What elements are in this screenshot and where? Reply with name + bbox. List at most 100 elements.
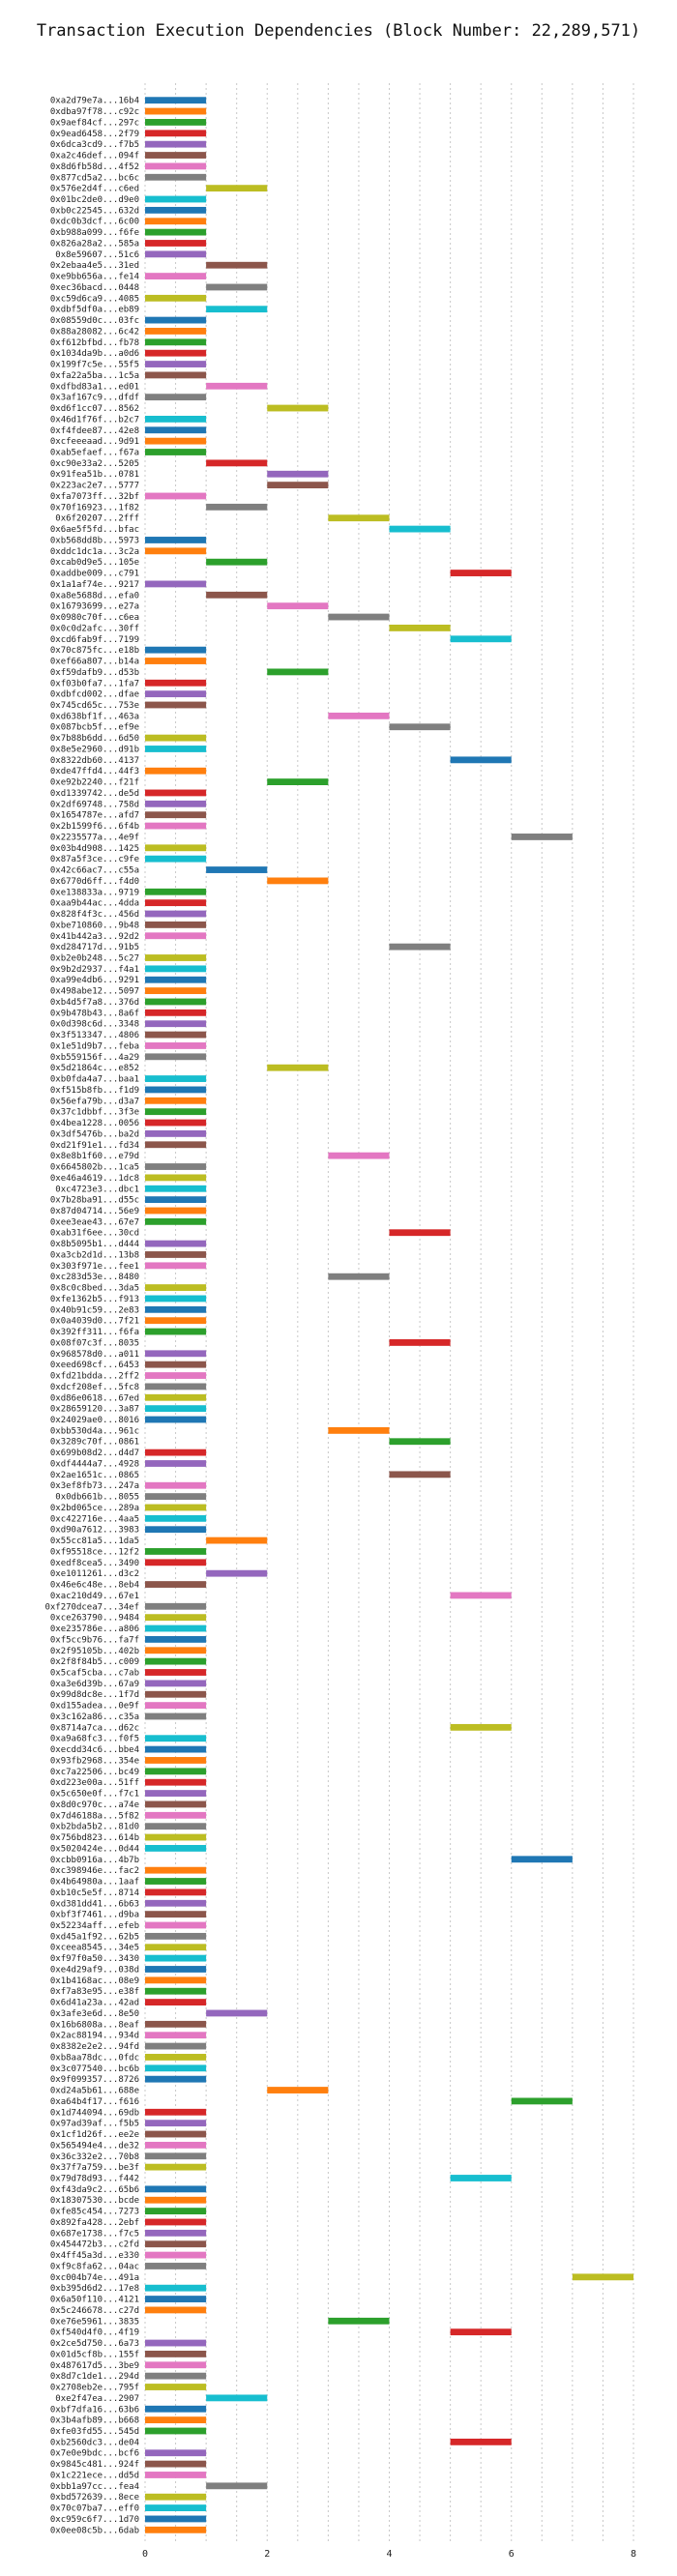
transaction-bar — [145, 361, 207, 367]
transaction-label: 0xb0c22545...632d — [50, 206, 139, 216]
transaction-label: 0xa2c46def...094f — [50, 152, 139, 161]
transaction-label: 0xcab0d9e5...105e — [50, 558, 139, 568]
transaction-label: 0xc004b74e...491a — [50, 2273, 139, 2283]
transaction-label: 0xd223e00a...51ff — [50, 1778, 139, 1788]
transaction-label: 0x2df69748...758d — [50, 800, 139, 809]
transaction-label: 0x52234aff...efeb — [50, 1921, 139, 1931]
transaction-label: 0x877cd5a2...bc6c — [50, 173, 139, 183]
transaction-label: 0xa3cb2d1d...13b8 — [50, 1250, 139, 1260]
transaction-bar — [145, 294, 207, 302]
transaction-bar — [145, 954, 207, 961]
transaction-label: 0xdba97f78...c92c — [50, 107, 139, 117]
transaction-bar — [145, 998, 207, 1006]
transaction-bar — [145, 2460, 207, 2468]
transaction-bar — [145, 1757, 207, 1764]
transaction-label: 0x0d398c6d...3348 — [50, 1020, 139, 1030]
transaction-label: 0xd284717d...91b5 — [50, 943, 139, 952]
transaction-bar — [145, 1976, 207, 1984]
transaction-label: 0xc398946e...fac2 — [50, 1866, 139, 1876]
transaction-bar — [145, 811, 207, 819]
transaction-label: 0xe46a4619...1dc8 — [50, 1174, 139, 1184]
transaction-bar — [145, 1086, 207, 1094]
transaction-bar — [145, 426, 207, 434]
transaction-bar — [267, 404, 329, 412]
x-tick-label: 6 — [509, 2549, 515, 2560]
transaction-bar — [145, 2196, 207, 2204]
transaction-label: 0x6ae5f5fd...bfac — [50, 525, 139, 535]
transaction-bar — [267, 1064, 329, 1071]
transaction-label: 0x42c66ac7...c55a — [50, 866, 139, 876]
transaction-label: 0xf03b0fa7...1fa7 — [50, 679, 139, 688]
transaction-bar — [145, 1745, 207, 1753]
transaction-label: 0x3afe3e6d...8e50 — [50, 2009, 139, 2019]
transaction-label: 0xce263790...9484 — [50, 1614, 139, 1624]
transaction-bar — [145, 537, 207, 543]
transaction-label: 0x487617d5...3be9 — [50, 2361, 139, 2371]
transaction-bar — [206, 283, 268, 291]
transaction-bar — [145, 1669, 207, 1676]
transaction-bar — [145, 734, 207, 742]
transaction-bar — [145, 371, 207, 379]
transaction-bar — [145, 2108, 207, 2116]
transaction-label: 0xb559156f...4a29 — [50, 1053, 139, 1063]
transaction-label: 0xb568dd8b...5973 — [50, 536, 139, 545]
transaction-label: 0x8c0c8bed...3da5 — [50, 1284, 139, 1294]
transaction-label: 0x0980c70f...c6ea — [50, 613, 139, 623]
transaction-label: 0xbf7dfa16...63b6 — [50, 2405, 139, 2415]
transaction-bar — [145, 195, 207, 203]
transaction-label: 0x5caf5cba...c7ab — [50, 1669, 139, 1679]
transaction-label: 0x46d1f76f...b2c7 — [50, 415, 139, 424]
transaction-bar — [145, 2130, 207, 2138]
transaction-bar — [145, 2493, 207, 2501]
transaction-label: 0x6a50f110...4121 — [50, 2296, 139, 2305]
transaction-label: 0xbf3f7461...d9ba — [50, 1911, 139, 1920]
transaction-bar — [450, 1723, 512, 1731]
transaction-label: 0xd45a1f92...62b5 — [50, 1932, 139, 1942]
transaction-bar — [145, 2306, 207, 2314]
transaction-label: 0xe138833a...9719 — [50, 888, 139, 897]
transaction-label: 0x1654787e...afd7 — [50, 811, 139, 821]
transaction-bar — [206, 1569, 268, 1577]
transaction-label: 0xd381dd41...6b63 — [50, 1899, 139, 1909]
transaction-bar — [145, 690, 207, 698]
transaction-bar — [145, 2208, 207, 2215]
transaction-label: 0xceea8545...34e5 — [50, 1944, 139, 1953]
transaction-bar — [145, 899, 207, 907]
transaction-label: 0x454472b3...c2fd — [50, 2240, 139, 2250]
transaction-bar — [145, 2472, 207, 2478]
transaction-bar — [511, 1856, 573, 1863]
transaction-bar — [145, 844, 207, 852]
transaction-bar — [145, 152, 207, 159]
transaction-label: 0x08f07c3f...8035 — [50, 1338, 139, 1348]
transaction-label: 0xfa7073ff...32bf — [50, 492, 139, 502]
transaction-bar — [206, 261, 268, 269]
transaction-label: 0x70f16923...1f82 — [50, 503, 139, 512]
transaction-bar — [450, 756, 512, 764]
transaction-label: 0xdfbd83a1...ed01 — [50, 382, 139, 392]
transaction-bar — [145, 1999, 207, 2005]
transaction-label: 0xab31f6ee...30cd — [50, 1229, 139, 1239]
transaction-bar — [206, 503, 268, 511]
transaction-label: 0x9ead6458...2f79 — [50, 130, 139, 139]
transaction-bar — [145, 2405, 207, 2413]
transaction-label: 0x41b442a3...92d2 — [50, 932, 139, 942]
transaction-bar — [145, 1845, 207, 1852]
transaction-bar — [145, 855, 207, 863]
transaction-bar — [389, 723, 451, 731]
transaction-bar — [145, 1800, 207, 1808]
transaction-label: 0xfe1362b5...f913 — [50, 1295, 139, 1304]
transaction-bar — [145, 1328, 207, 1335]
transaction-bar — [206, 591, 268, 599]
transaction-bar — [145, 1383, 207, 1390]
transaction-label: 0xfe03fd55...545d — [50, 2427, 139, 2437]
transaction-label: 0xdcf208ef...5fc8 — [50, 1383, 139, 1392]
transaction-bar — [145, 1031, 207, 1039]
transaction-label: 0xf43da9c2...65b6 — [50, 2185, 139, 2195]
transaction-label: 0x8322db60...4137 — [50, 756, 139, 766]
transaction-label: 0x99d8dc8e...1f7d — [50, 1690, 139, 1700]
transaction-label: 0x4b64980a...1aaf — [50, 1878, 139, 1888]
transaction-bar — [145, 1712, 207, 1720]
transaction-label: 0xb0fda4a7...baa1 — [50, 1075, 139, 1085]
transaction-bar — [145, 1317, 207, 1325]
transaction-bar — [145, 1481, 207, 1489]
